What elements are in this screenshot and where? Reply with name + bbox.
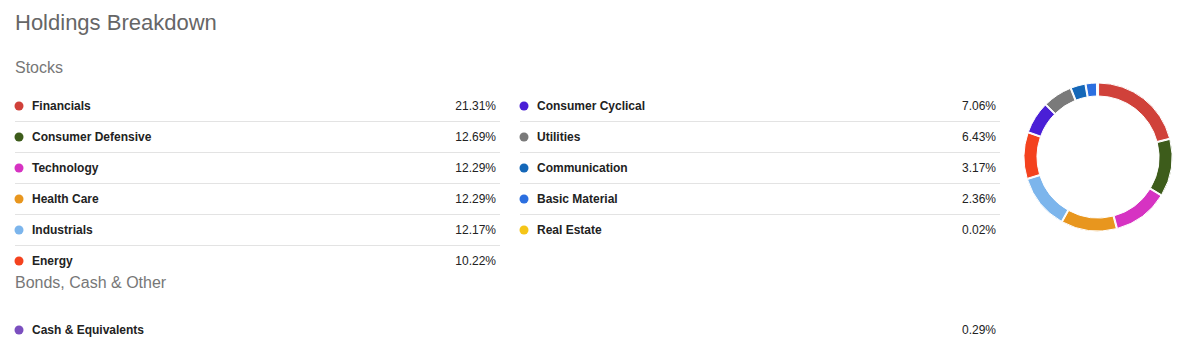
legend-row: Real Estate 0.02% [520, 223, 997, 237]
legend-row: Communication 3.17% [520, 161, 1001, 184]
legend-label: Utilities [537, 130, 581, 144]
legend-value: 7.06% [962, 99, 996, 113]
row-separator [15, 152, 500, 153]
other-value: 0.29% [962, 323, 996, 337]
row-separator [15, 245, 500, 246]
legend-row: Utilities 6.43% [520, 130, 1001, 153]
slice [1099, 83, 1170, 141]
legend-label: Consumer Defensive [32, 130, 152, 144]
legend-value: 0.02% [962, 223, 996, 237]
legend-value: 2.36% [962, 192, 996, 206]
legend-row: Energy 10.22% [15, 254, 497, 268]
row-separator [520, 214, 1000, 215]
slice [1071, 84, 1087, 100]
title: Holdings Breakdown [15, 10, 217, 35]
slice [1114, 189, 1161, 228]
legend-swatch [520, 226, 529, 235]
legend-value: 12.29% [455, 161, 496, 175]
legend-row: Technology 12.29% [15, 161, 501, 184]
slice [1062, 211, 1116, 231]
legend-row: Financials 21.31% [15, 99, 501, 122]
legend-value: 21.31% [455, 99, 496, 113]
legend-label: Energy [32, 254, 73, 268]
legend-swatch [15, 164, 24, 173]
legend-label: Technology [32, 161, 99, 175]
legend-swatch [15, 195, 24, 204]
legend-swatch [520, 133, 529, 142]
row-separator [15, 214, 500, 215]
slice [1086, 83, 1097, 97]
legend-value: 10.22% [455, 254, 496, 268]
chart: Holdings Breakdown Stocks Financials 21.31%… [0, 0, 1202, 359]
legend-label: Industrials [32, 223, 93, 237]
legend-swatch [520, 102, 529, 111]
legend: Financials 21.31% Consumer Defensive 12.69%… [15, 99, 1001, 268]
legend-label: Communication [537, 161, 628, 175]
other-label: Cash & Equivalents [32, 323, 144, 337]
legend-row: Basic Material 2.36% [520, 192, 1001, 215]
slice [1150, 139, 1172, 194]
row-separator [520, 152, 1000, 153]
legend-value: 12.69% [455, 130, 496, 144]
legend-swatch [520, 195, 529, 204]
subtitle: Stocks [15, 59, 63, 76]
legend-swatch [15, 133, 24, 142]
slice [1097, 83, 1098, 96]
row-separator [520, 121, 1000, 122]
legend-row: Consumer Defensive 12.69% [15, 130, 501, 153]
slice [1046, 88, 1075, 113]
legend-swatch [15, 257, 24, 266]
legend-swatch [15, 226, 24, 235]
legend-row: Consumer Cyclical 7.06% [520, 99, 1001, 122]
row-separator [15, 121, 500, 122]
legend-label: Consumer Cyclical [537, 99, 645, 113]
other-row: Cash & Equivalents 0.29% [15, 323, 997, 337]
legend-label: Financials [32, 99, 91, 113]
legend-swatch [520, 164, 529, 173]
slice [1027, 176, 1067, 222]
legend-row: Industrials 12.17% [15, 223, 501, 246]
slice [1028, 105, 1054, 136]
row-separator [520, 183, 1000, 184]
legend-label: Basic Material [537, 192, 618, 206]
legend-value: 12.29% [455, 192, 496, 206]
legend-row: Health Care 12.29% [15, 192, 501, 215]
section-heading: Bonds, Cash & Other [15, 274, 167, 291]
donut [1024, 83, 1172, 231]
legend-swatch [15, 326, 24, 335]
legend-label: Health Care [32, 192, 99, 206]
legend-value: 6.43% [962, 130, 996, 144]
slice [1024, 133, 1040, 178]
legend-value: 12.17% [455, 223, 496, 237]
legend-swatch [15, 102, 24, 111]
legend-value: 3.17% [962, 161, 996, 175]
legend-label: Real Estate [537, 223, 602, 237]
row-separator [15, 183, 500, 184]
